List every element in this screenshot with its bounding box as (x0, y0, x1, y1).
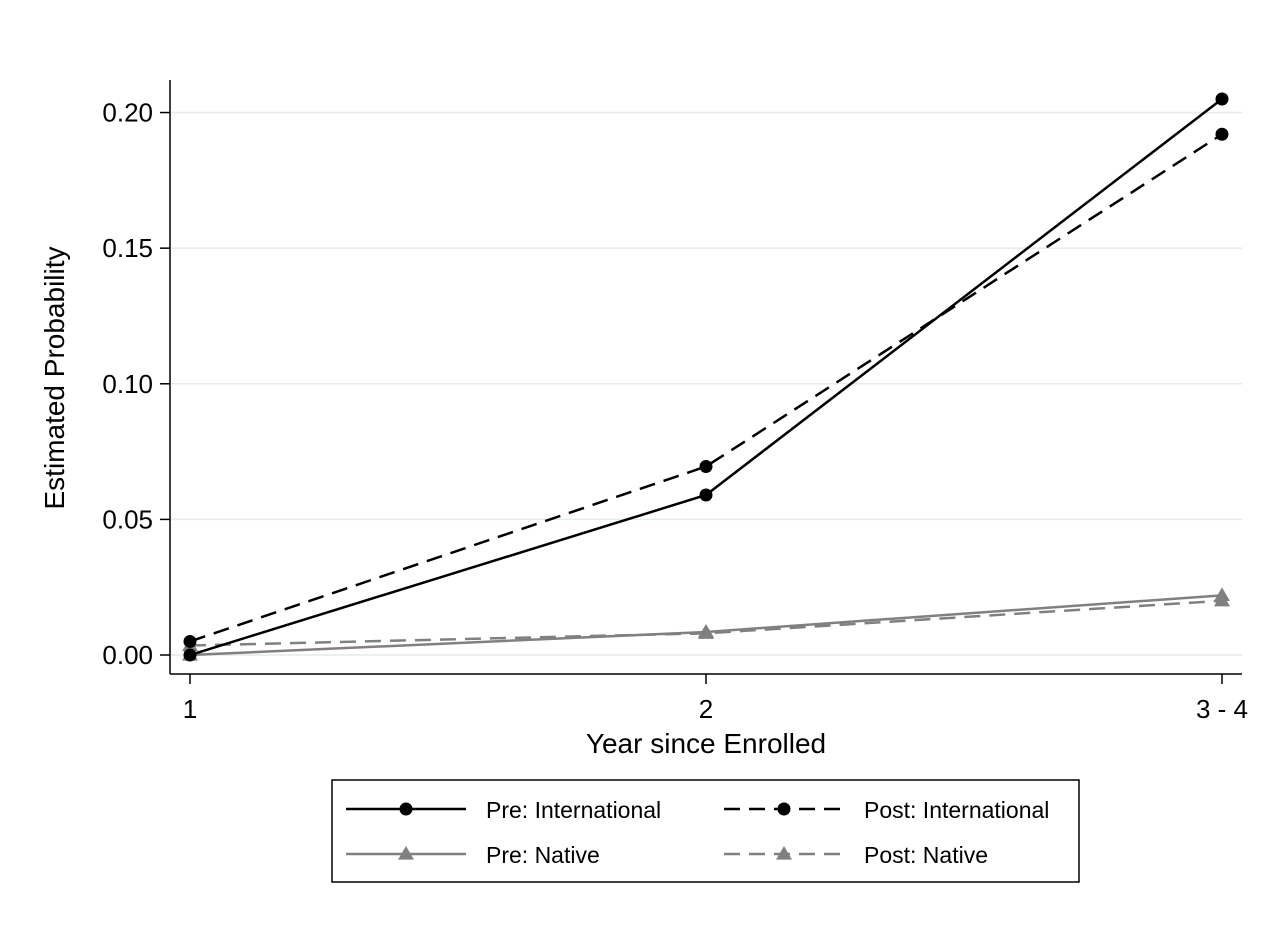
legend-item: Post: Native (724, 842, 988, 868)
data-point-circle (1215, 92, 1229, 106)
series (182, 92, 1230, 662)
series-4 (182, 592, 1230, 652)
legend-label: Pre: International (486, 797, 661, 823)
legend-item: Pre: International (346, 797, 661, 823)
legend-swatch-marker (399, 802, 413, 816)
data-point-circle (183, 634, 197, 648)
legend-item: Post: International (724, 797, 1049, 823)
y-axis-title: Estimated Probability (39, 246, 70, 509)
series-line (189, 133, 1223, 643)
legend-swatch-marker (398, 846, 414, 860)
y-tick-label: 0.10 (102, 369, 153, 399)
x-axis-title: Year since Enrolled (586, 728, 826, 759)
y-ticks: 0.00 0.05 0.10 0.15 0.20 (102, 98, 170, 670)
legend-items: Pre: International Post: International Pre… (346, 797, 1049, 868)
data-point-circle (1215, 127, 1229, 141)
y-tick-label: 0.15 (102, 233, 153, 263)
gridlines (171, 111, 1242, 656)
y-tick-label: 0.00 (102, 640, 153, 670)
legend-swatch-marker (777, 802, 791, 816)
series-line (189, 97, 1223, 657)
y-tick-label: 0.20 (102, 98, 153, 128)
series-2 (183, 127, 1229, 648)
x-tick-label: 1 (183, 694, 197, 724)
legend-label: Pre: Native (486, 842, 600, 868)
series-1 (183, 92, 1229, 662)
data-point-circle (699, 460, 713, 474)
axes (169, 80, 1242, 675)
legend-swatch-marker (776, 846, 792, 860)
data-point-circle (699, 488, 713, 502)
legend-label: Post: International (864, 797, 1049, 823)
x-tick-label: 3 - 4 (1196, 694, 1248, 724)
series-line (189, 599, 1223, 647)
legend-label: Post: Native (864, 842, 988, 868)
legend: Pre: International Post: International Pre… (331, 779, 1080, 883)
legend-box (331, 779, 1080, 883)
data-point-triangle (698, 623, 714, 638)
x-ticks: 1 2 3 - 4 (183, 674, 1248, 724)
series-3 (182, 587, 1230, 661)
legend-item: Pre: Native (346, 842, 600, 868)
data-point-circle (183, 648, 197, 662)
y-tick-label: 0.05 (102, 504, 153, 534)
x-tick-label: 2 (699, 694, 713, 724)
data-point-triangle (1214, 587, 1230, 601)
